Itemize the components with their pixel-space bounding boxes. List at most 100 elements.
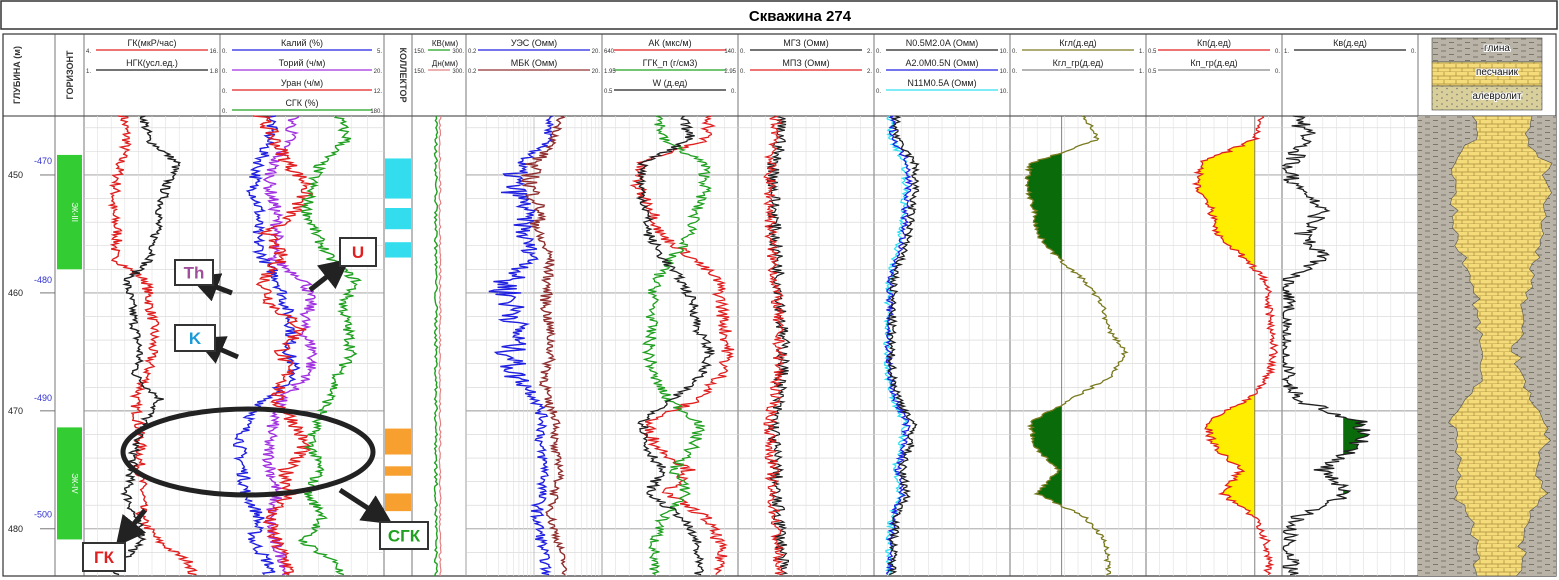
depth-tick-label: 450 xyxy=(8,170,23,180)
curve-label: ГГК_п (г/см3) xyxy=(643,58,698,68)
scale-min: 0.2 xyxy=(468,49,477,55)
scale-max: 2. xyxy=(867,49,872,55)
chart-title: Скважина 274 xyxy=(749,8,852,25)
horizon-label: ЭК-IV xyxy=(70,473,79,494)
a2m-curve xyxy=(884,115,914,575)
curve-label: АК (мкс/м) xyxy=(648,38,691,48)
curve-label: КВ(мм) xyxy=(432,39,459,48)
scale-min: 0.5 xyxy=(604,89,613,95)
depth-header: ГЛУБИНА (м) xyxy=(12,46,22,104)
ggk-curve xyxy=(641,115,712,576)
callout-arrow xyxy=(115,508,147,547)
collector-header: КОЛЛЕКТОР xyxy=(398,48,408,103)
scale-min: 150. xyxy=(414,49,426,55)
scale-min: 4. xyxy=(86,49,91,55)
legend-label: песчаник xyxy=(1476,67,1519,78)
scale-min: 1. xyxy=(86,69,91,75)
scale-min: 0.2 xyxy=(468,69,477,75)
scale-max: 2. xyxy=(867,69,872,75)
kv-curve xyxy=(1281,115,1371,576)
scale-min: 0. xyxy=(222,49,227,55)
callout-arrow xyxy=(338,487,393,525)
depth-tick-label: 480 xyxy=(8,524,23,534)
scale-min: 0.5 xyxy=(1148,69,1157,75)
curve-label: МГЗ (Омм) xyxy=(783,38,828,48)
scale-max: 300. xyxy=(452,49,464,55)
kgl-reservoir-fill xyxy=(1025,116,1062,575)
mgz-curve xyxy=(766,115,791,576)
curve-label: МБК (Омм) xyxy=(511,58,558,68)
scale-max: 300. xyxy=(452,69,464,75)
uranium-curve xyxy=(252,115,314,576)
legend-label: алевролит xyxy=(1472,91,1522,102)
curve-label: Уран (ч/м) xyxy=(281,78,323,88)
highlight-ellipse xyxy=(120,406,376,498)
scale-min: 1. xyxy=(1284,49,1289,55)
scale-min: 0. xyxy=(876,69,881,75)
scale-min: 0. xyxy=(1012,49,1017,55)
callout-label: ГК xyxy=(94,548,115,567)
w-curve xyxy=(635,115,716,576)
collector-block xyxy=(385,158,411,199)
curve-label: N11M0.5A (Омм) xyxy=(907,78,976,88)
curve-label: Калий (%) xyxy=(281,38,323,48)
curve-label: СГК (%) xyxy=(285,98,318,108)
curve-label: УЭС (Омм) xyxy=(511,38,557,48)
scale-min: 0. xyxy=(222,89,227,95)
curve-label: МПЗ (Омм) xyxy=(782,58,829,68)
callout-box xyxy=(174,259,214,286)
scale-max: 10. xyxy=(1000,49,1009,55)
curve-label: Дн(мм) xyxy=(432,59,459,68)
kp-curve xyxy=(1191,115,1279,576)
scale-max: 1. xyxy=(1139,49,1144,55)
subsea-tick-label: -490 xyxy=(34,393,52,403)
collector-block xyxy=(385,208,411,230)
callout-label: K xyxy=(189,329,202,348)
horizon-zone xyxy=(57,154,82,270)
collector-block xyxy=(385,428,411,455)
n05m-curve xyxy=(885,115,920,576)
callout-label: СГК xyxy=(388,527,421,546)
mpz-curve xyxy=(762,115,788,576)
scale-min: 0. xyxy=(740,49,745,55)
scale-max: 10. xyxy=(1000,69,1009,75)
subsea-tick-label: -500 xyxy=(34,510,52,520)
depth-tick-label: 460 xyxy=(8,288,23,298)
lith-sand xyxy=(1448,115,1553,577)
curve-label: N0.5M2.0A (Омм) xyxy=(906,38,978,48)
sgk-curve xyxy=(298,115,363,576)
kp-reservoir-fill xyxy=(1194,116,1255,575)
scale-max: 16. xyxy=(210,49,219,55)
scale-min: 0. xyxy=(740,69,745,75)
kgl-curve xyxy=(1024,115,1129,576)
scale-max: 1.8 xyxy=(210,69,219,75)
collector-block xyxy=(385,466,411,476)
mbk-curve xyxy=(520,115,568,576)
curve-label: Кгл(д.ед) xyxy=(1059,38,1096,48)
thorium-curve xyxy=(261,115,318,576)
scale-min: 0.5 xyxy=(1148,49,1157,55)
scale-max: 180. xyxy=(370,109,382,115)
scale-min: 0. xyxy=(1012,69,1017,75)
gk-curve xyxy=(107,115,198,576)
callout-label: U xyxy=(352,243,364,262)
scale-min: 0. xyxy=(876,49,881,55)
bit-size-curve xyxy=(438,115,442,577)
callout-box xyxy=(339,237,377,267)
legend-silt-swatch xyxy=(1431,85,1543,111)
scale-max: 1. xyxy=(1139,69,1144,75)
scale-max: 0. xyxy=(1411,49,1416,55)
scale-max: 5. xyxy=(377,49,382,55)
scale-min: 1.95 xyxy=(604,69,616,75)
subsea-tick-label: -470 xyxy=(34,156,52,166)
callout-box xyxy=(174,324,216,352)
collector-block xyxy=(385,242,411,258)
callout-box xyxy=(379,521,429,550)
scale-max: 0. xyxy=(1275,69,1280,75)
curve-label: W (д.ед) xyxy=(653,78,688,88)
res-curve xyxy=(488,115,554,576)
curve-label: Кгл_гр(д.ед) xyxy=(1053,58,1104,68)
scale-max: 2.95 xyxy=(724,69,736,75)
callout-box xyxy=(82,542,126,572)
